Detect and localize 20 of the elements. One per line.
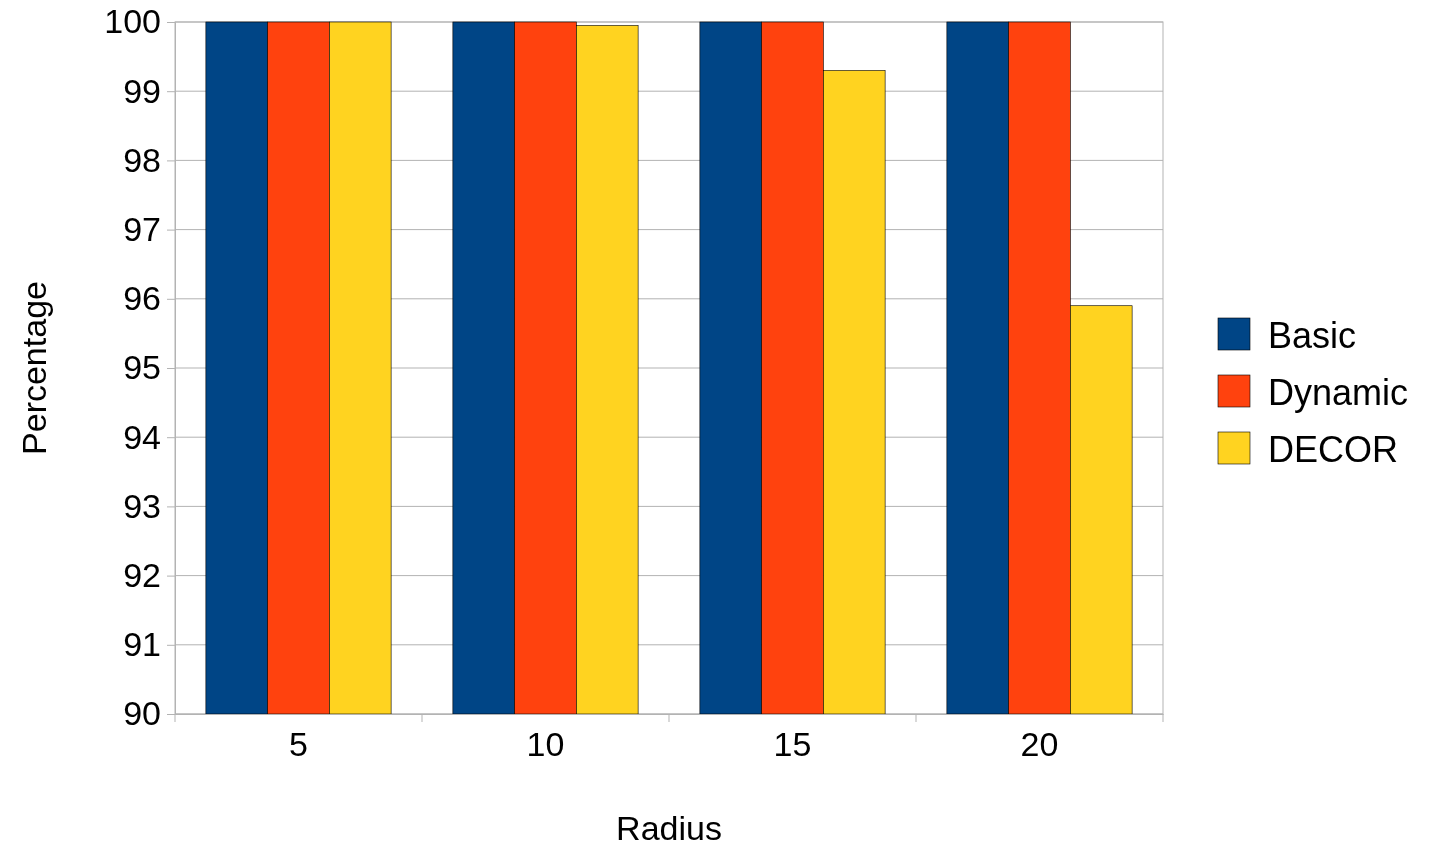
y-tick-label: 98 <box>123 140 161 179</box>
legend-label: Basic <box>1268 315 1357 356</box>
y-tick-label: 96 <box>123 279 161 318</box>
x-tick-label: 15 <box>773 725 812 764</box>
y-axis-title: Percentage <box>15 281 53 455</box>
y-tick-label: 99 <box>123 71 161 110</box>
x-tick-label: 20 <box>1020 725 1059 764</box>
y-tick-label: 91 <box>123 625 161 664</box>
y-tick-label: 93 <box>123 486 161 525</box>
x-tick-label: 5 <box>289 725 308 764</box>
y-tick-label: 95 <box>123 348 161 387</box>
y-tick-label: 100 <box>104 2 161 41</box>
legend-label: Dynamic <box>1268 372 1409 413</box>
y-tick-label: 90 <box>123 694 161 733</box>
x-tick-label: 10 <box>526 725 565 764</box>
y-tick-label: 97 <box>123 209 161 248</box>
legend-label: DECOR <box>1268 429 1399 470</box>
y-tick-label: 92 <box>123 555 161 594</box>
y-tick-label: 94 <box>123 417 161 456</box>
x-axis-title: Radius <box>616 809 722 846</box>
